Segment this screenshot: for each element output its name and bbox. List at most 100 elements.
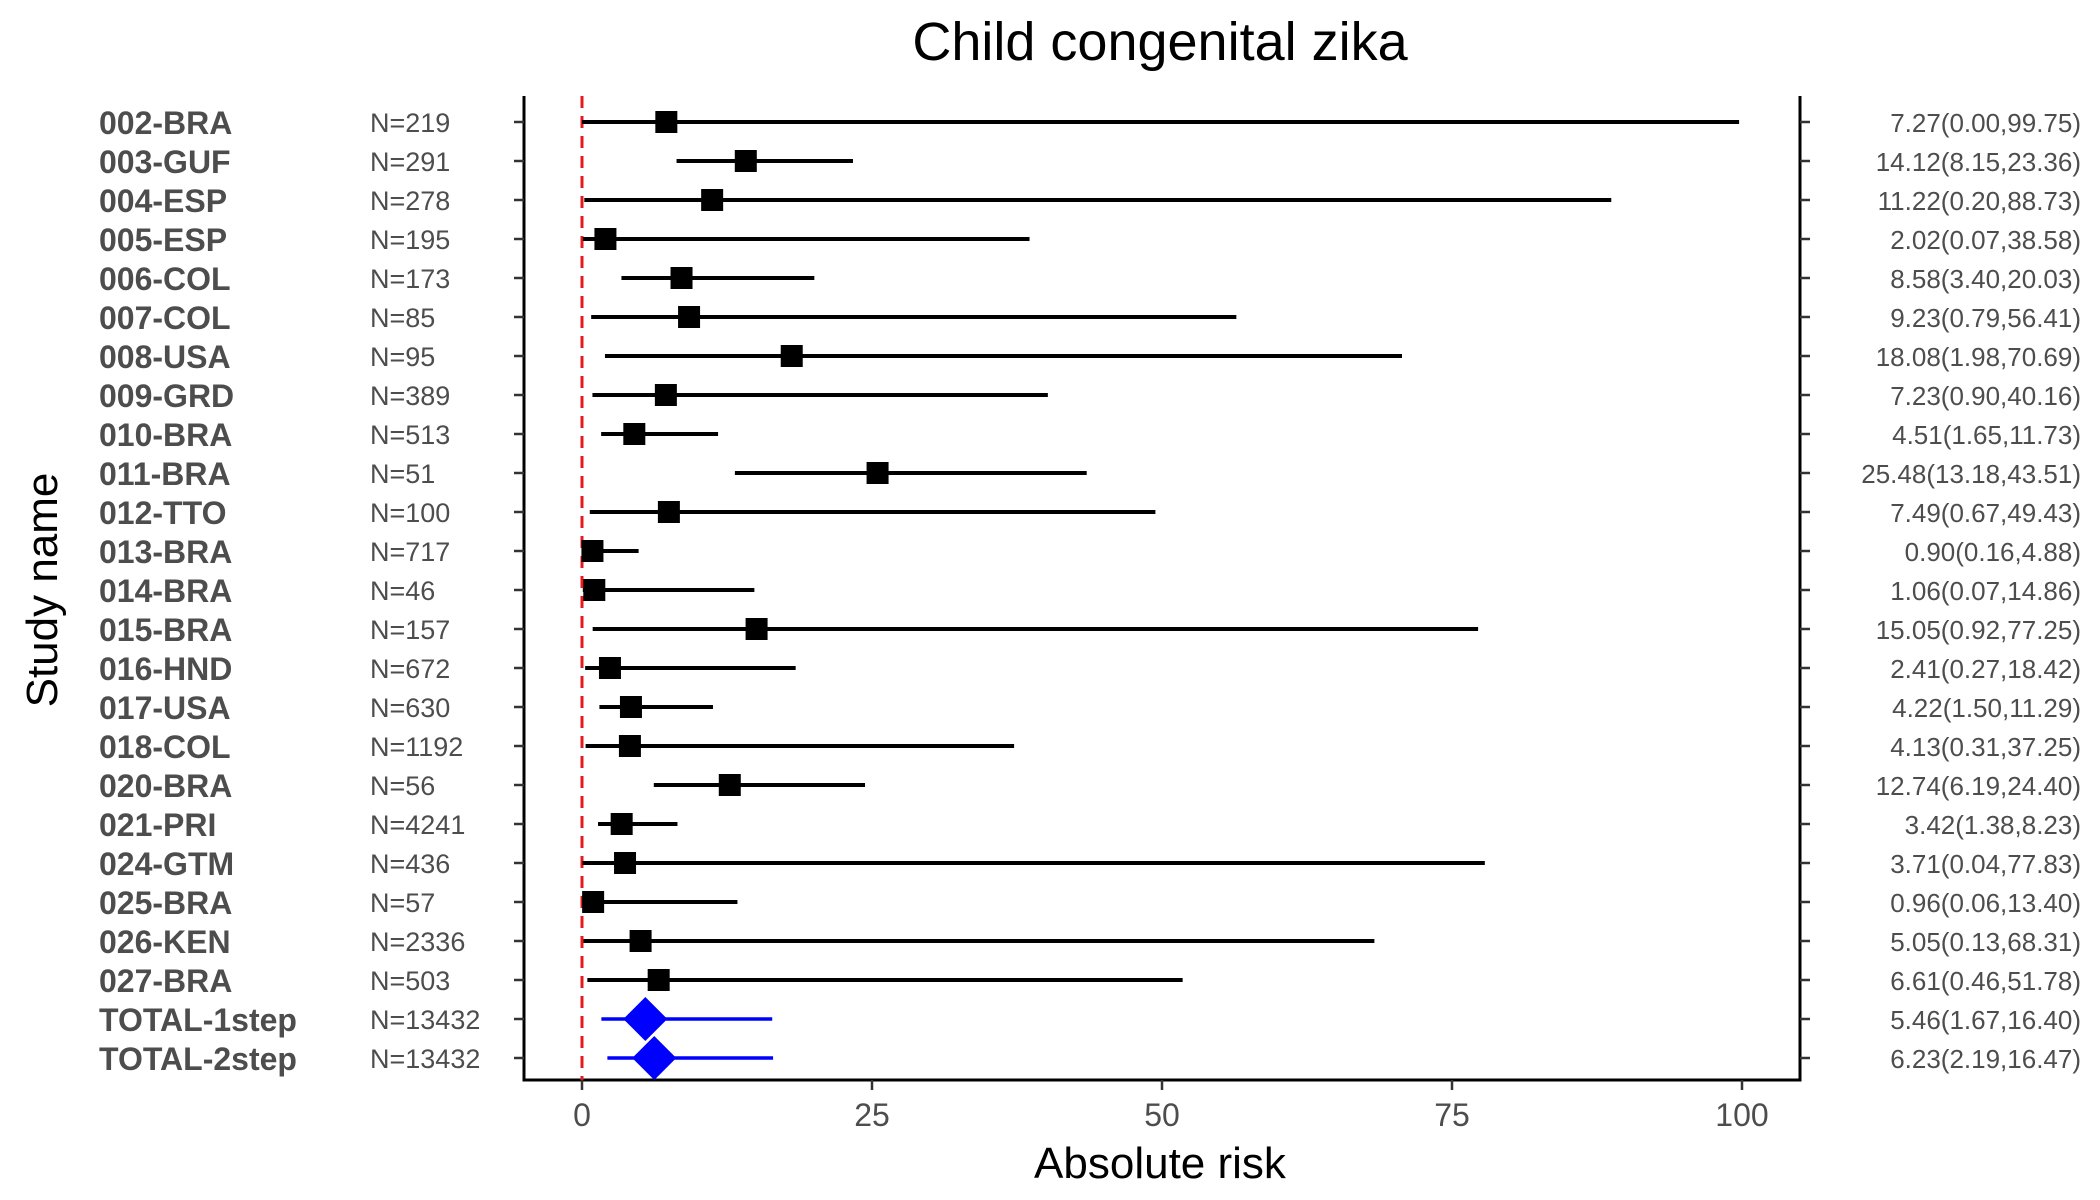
x-tick-label: 50 [1144,1097,1180,1133]
study-name-label: 013-BRA [99,534,232,570]
study-name-label: 018-COL [99,729,231,765]
point-estimate-square [734,150,757,172]
study-name-label: 024-GTM [99,846,234,882]
point-estimate-square [623,423,646,445]
estimate-ci-label: 14.12(8.15,23.36) [1876,147,2081,177]
sample-size-label: N=630 [370,693,450,723]
sample-size-label: N=291 [370,147,450,177]
study-name-label: 014-BRA [99,573,232,609]
sample-size-label: N=278 [370,186,450,216]
sample-size-label: N=85 [370,303,435,333]
estimate-ci-label: 4.51(1.65,11.73) [1892,420,2081,450]
sample-size-label: N=95 [370,342,435,372]
x-tick-label: 100 [1715,1097,1768,1133]
y-axis-title: Study name [18,473,67,708]
point-estimate-square [866,462,889,484]
pooled-estimate-diamond [632,1036,677,1080]
estimate-ci-label: 11.22(0.20,88.73) [1878,186,2081,216]
point-estimate-square [701,189,724,211]
estimate-ci-label: 0.96(0.06,13.40) [1890,888,2081,918]
sample-size-label: N=389 [370,381,450,411]
point-estimate-square [678,306,701,328]
estimate-ci-label: 4.13(0.31,37.25) [1890,732,2081,762]
point-estimate-square [655,111,678,133]
point-estimate-square [718,774,741,796]
estimate-ci-label: 18.08(1.98,70.69) [1876,342,2081,372]
x-axis-title: Absolute risk [1034,1139,1287,1188]
point-estimate-square [657,501,680,523]
estimate-ci-label: 4.22(1.50,11.29) [1892,693,2081,723]
sample-size-label: N=503 [370,966,450,996]
sample-size-label: N=57 [370,888,435,918]
study-rows: 002-BRA N=219 7.27(0.00,99.75) 003-GUF N=291… [99,105,2081,1080]
study-name-label: 012-TTO [99,495,226,531]
estimate-ci-label: 25.48(13.18,43.51) [1861,459,2081,489]
study-name-label: 016-HND [99,651,232,687]
point-estimate-square [614,852,637,874]
study-name-label: 021-PRI [99,807,216,843]
sample-size-label: N=219 [370,108,450,138]
sample-size-label: N=4241 [370,810,465,840]
study-name-label: 010-BRA [99,417,232,453]
sample-size-label: N=436 [370,849,450,879]
point-estimate-square [594,228,617,250]
point-estimate-square [581,540,604,562]
estimate-ci-label: 3.42(1.38,8.23) [1905,810,2081,840]
sample-size-label: N=100 [370,498,450,528]
sample-size-label: N=717 [370,537,450,567]
sample-size-label: N=195 [370,225,450,255]
pooled-estimate-diamond [623,997,668,1041]
estimate-ci-label: 5.05(0.13,68.31) [1890,927,2081,957]
sample-size-label: N=672 [370,654,450,684]
study-name-label: 005-ESP [99,222,227,258]
estimate-ci-label: 5.46(1.67,16.40) [1890,1005,2081,1035]
estimate-ci-label: 7.49(0.67,49.43) [1890,498,2081,528]
x-tick-label: 0 [573,1097,591,1133]
point-estimate-square [780,345,803,367]
sample-size-label: N=173 [370,264,450,294]
point-estimate-square [598,657,621,679]
study-name-label: 009-GRD [99,378,234,414]
study-name-label: 008-USA [99,339,231,375]
point-estimate-square [745,618,768,640]
point-estimate-square [583,579,606,601]
chart-title: Child congenital zika [912,12,1408,72]
study-name-label: 006-COL [99,261,231,297]
estimate-ci-label: 8.58(3.40,20.03) [1890,264,2081,294]
point-estimate-square [610,813,633,835]
x-tick-label: 75 [1434,1097,1470,1133]
x-tick-label: 25 [854,1097,890,1133]
point-estimate-square [582,891,605,913]
sample-size-label: N=1192 [370,732,463,762]
study-name-label: 025-BRA [99,885,232,921]
estimate-ci-label: 9.23(0.79,56.41) [1890,303,2081,333]
point-estimate-square [654,384,677,406]
estimate-ci-label: 2.41(0.27,18.42) [1890,654,2081,684]
estimate-ci-label: 2.02(0.07,38.58) [1890,225,2081,255]
study-name-label: 002-BRA [99,105,232,141]
estimate-ci-label: 6.23(2.19,16.47) [1890,1044,2081,1074]
sample-size-label: N=51 [370,459,435,489]
estimate-ci-label: 6.61(0.46,51.78) [1890,966,2081,996]
study-name-label: 015-BRA [99,612,232,648]
sample-size-label: N=13432 [370,1005,480,1035]
estimate-ci-label: 12.74(6.19,24.40) [1876,771,2081,801]
estimate-ci-label: 7.27(0.00,99.75) [1890,108,2081,138]
study-name-label: 027-BRA [99,963,232,999]
point-estimate-square [619,696,642,718]
estimate-ci-label: 1.06(0.07,14.86) [1890,576,2081,606]
study-name-label: 017-USA [99,690,231,726]
sample-size-label: N=157 [370,615,450,645]
sample-size-label: N=13432 [370,1044,480,1074]
point-estimate-square [647,969,670,991]
plot-frame: 0 25 50 75 100 [522,96,1802,1133]
study-name-label: 020-BRA [99,768,232,804]
study-name-label: 026-KEN [99,924,231,960]
sample-size-label: N=2336 [370,927,465,957]
study-name-label: TOTAL-1step [99,1002,297,1038]
study-name-label: 011-BRA [99,456,231,492]
sample-size-label: N=56 [370,771,435,801]
estimate-ci-label: 7.23(0.90,40.16) [1890,381,2081,411]
point-estimate-square [629,930,652,952]
